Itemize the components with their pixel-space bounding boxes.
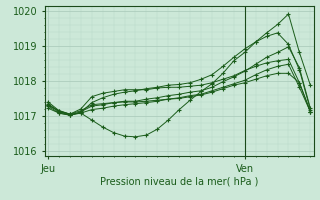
X-axis label: Pression niveau de la mer( hPa ): Pression niveau de la mer( hPa ) — [100, 176, 258, 186]
